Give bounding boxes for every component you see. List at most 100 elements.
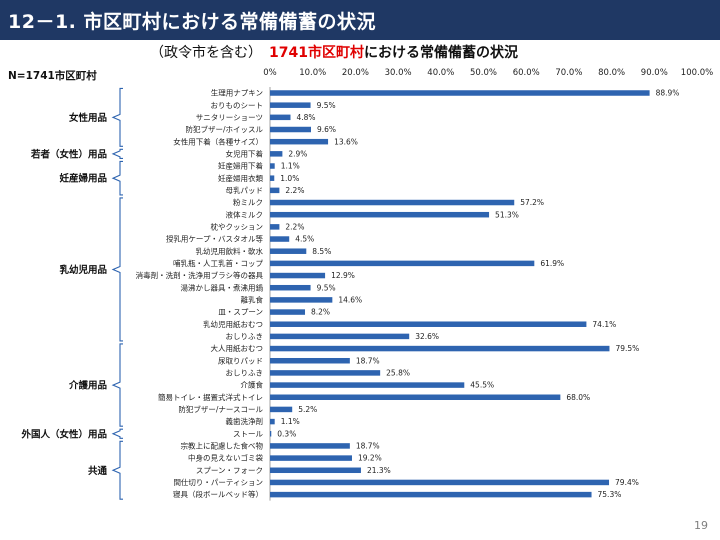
category-label: 液体ミルク — [226, 209, 264, 219]
category-label: 離乳食 — [241, 294, 264, 304]
group-bracket — [111, 428, 123, 439]
category-label: 防犯ブザー/ホイッスル — [185, 124, 263, 134]
value-label: 79.5% — [615, 344, 639, 353]
bar — [270, 151, 283, 157]
category-label: 間仕切り・パーティション — [173, 477, 263, 487]
category-label: 尿取りパッド — [218, 356, 263, 365]
category-label: 枕やクッション — [211, 221, 264, 231]
x-tick-label: 90.0% — [641, 68, 668, 78]
value-label: 79.4% — [615, 478, 639, 487]
category-label: 簡易トイレ・据置式洋式トイレ — [158, 392, 263, 402]
x-tick-label: 40.0% — [427, 68, 454, 78]
category-label: おりものシート — [211, 101, 264, 110]
value-label: 14.6% — [338, 295, 362, 304]
page-number: 19 — [694, 519, 708, 532]
group-bracket — [111, 160, 123, 196]
group-bracket — [111, 197, 123, 342]
x-tick-label: 70.0% — [555, 68, 582, 78]
category-label: ストール — [233, 429, 263, 438]
bar — [270, 175, 275, 181]
bar — [270, 199, 515, 206]
value-label: 8.2% — [311, 308, 330, 317]
category-label: 母乳パッド — [226, 185, 264, 195]
value-label: 4.5% — [295, 235, 314, 244]
group-bracket — [111, 148, 123, 159]
bar — [270, 479, 610, 486]
bar — [270, 443, 350, 449]
bar — [270, 455, 352, 461]
value-label: 2.9% — [288, 149, 307, 158]
category-label: 女性用下着（各種サイズ） — [173, 136, 263, 146]
category-label: 大人用紙おむつ — [211, 343, 264, 353]
value-label: 88.9% — [656, 89, 680, 98]
value-label: 9.5% — [317, 101, 336, 110]
value-label: 13.6% — [334, 137, 358, 146]
title-bar: 12－1. 市区町村における常備備蓄の状況 — [0, 0, 720, 40]
value-label: 8.5% — [312, 247, 331, 256]
group-label: 介護用品 — [68, 380, 107, 392]
value-label: 12.9% — [331, 271, 355, 280]
category-label: おしりふき — [226, 332, 264, 341]
chart-subtitle: （政令市を含む） 1741市区町村における常備備蓄の状況 — [150, 42, 518, 62]
bar — [270, 394, 561, 400]
group-label: 外国人（女性）用品 — [20, 428, 107, 440]
bar — [270, 224, 280, 230]
category-label: 義歯洗浄剤 — [226, 416, 264, 426]
category-label: スプーン・フォーク — [196, 466, 263, 475]
bar — [270, 211, 490, 218]
category-label: 寝具（段ボールベッド等） — [173, 489, 263, 499]
value-label: 18.7% — [356, 356, 380, 365]
value-label: 57.2% — [520, 198, 544, 207]
value-label: 61.9% — [540, 259, 564, 268]
category-label: 粉ミルク — [233, 197, 263, 207]
value-label: 75.3% — [598, 490, 622, 499]
value-label: 1.0% — [280, 174, 299, 183]
value-label: 2.2% — [285, 186, 304, 195]
category-label: 妊産婦用衣類 — [218, 173, 263, 183]
x-tick-label: 20.0% — [342, 68, 369, 78]
bar — [270, 138, 329, 145]
value-label: 51.3% — [495, 210, 519, 219]
category-label: サニタリーショーツ — [196, 113, 263, 122]
value-label: 1.1% — [281, 162, 300, 171]
subtitle-highlight: 1741市区町村 — [269, 45, 364, 61]
bar — [270, 491, 592, 498]
x-tick-label: 10.0% — [299, 68, 326, 78]
bar — [270, 126, 311, 133]
category-label: 皿・スプーン — [218, 308, 263, 317]
bar — [270, 418, 275, 425]
bar — [270, 370, 381, 376]
x-tick-label: 100.0% — [681, 68, 713, 78]
category-label: 宗教上に配慮した食べ物 — [181, 441, 264, 451]
value-label: 0.3% — [277, 429, 296, 438]
value-label: 32.6% — [415, 332, 439, 341]
value-label: 1.1% — [281, 417, 300, 426]
group-bracket — [111, 87, 123, 147]
category-label: 女児用下着 — [226, 148, 264, 158]
x-tick-label: 60.0% — [513, 68, 540, 78]
bar — [270, 431, 272, 437]
value-label: 45.5% — [470, 381, 494, 390]
bar — [270, 260, 535, 267]
value-label: 19.2% — [358, 454, 382, 463]
category-label: 消毒剤・洗剤・洗浄用ブラシ等の器具 — [136, 270, 264, 280]
value-label: 9.6% — [317, 125, 336, 134]
category-label: 乳幼児用飲料・軟水 — [196, 246, 264, 256]
value-label: 74.1% — [592, 320, 616, 329]
bar — [270, 90, 650, 96]
category-label: 哺乳瓶・人工乳首・コップ — [173, 258, 263, 268]
value-label: 9.5% — [317, 283, 336, 292]
bar — [270, 272, 326, 279]
value-label: 68.0% — [566, 393, 590, 402]
bar — [270, 382, 465, 388]
category-label: 生理用ナプキン — [211, 88, 263, 98]
value-label: 2.2% — [285, 222, 304, 231]
bar — [270, 321, 587, 327]
bar — [270, 297, 333, 303]
value-label: 4.8% — [296, 113, 315, 122]
bar — [270, 357, 350, 364]
value-label: 5.2% — [298, 405, 317, 414]
bar — [270, 163, 275, 169]
category-label: 中身の見えないゴミ袋 — [188, 453, 263, 463]
category-label: 介護食 — [241, 380, 264, 390]
